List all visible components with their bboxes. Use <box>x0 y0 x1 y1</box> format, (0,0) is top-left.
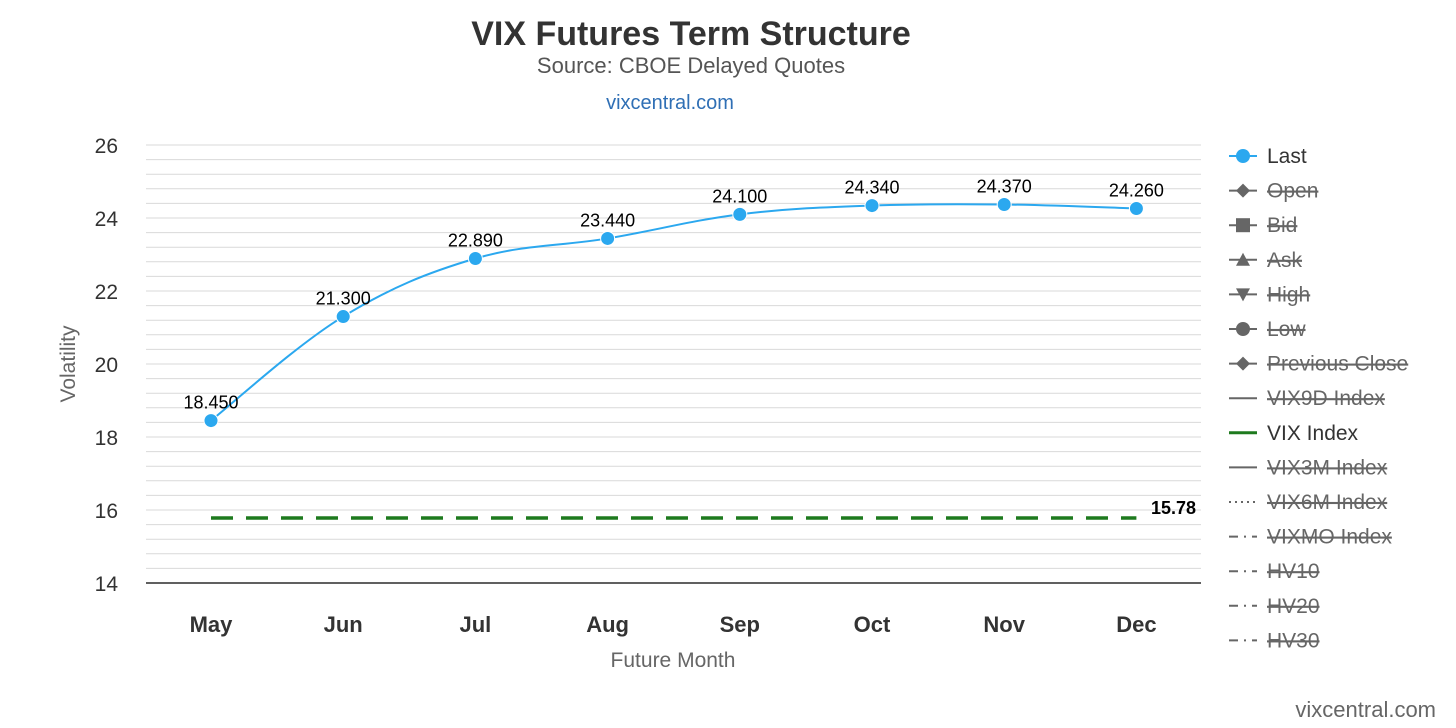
legend-marker-diamond <box>1236 356 1250 371</box>
data-label-nov: 24.370 <box>977 176 1032 196</box>
y-tick-label: 24 <box>95 208 119 231</box>
data-label-jun: 21.300 <box>316 289 371 309</box>
legend-marker-circle <box>1236 322 1250 336</box>
y-tick-label: 16 <box>95 500 118 523</box>
vix-index-label: 15.78 <box>1151 498 1196 518</box>
last-point-dec[interactable] <box>1128 201 1144 217</box>
y-tick-label: 26 <box>95 135 118 158</box>
legend-label: Low <box>1267 318 1306 341</box>
y-axis-label: Volatility <box>57 325 80 403</box>
x-tick-label: Jul <box>460 612 492 637</box>
grid-lines <box>146 144 1201 584</box>
data-label-oct: 24.340 <box>844 178 899 198</box>
legend-marker-square <box>1236 218 1250 233</box>
data-label-sep: 24.100 <box>712 186 767 206</box>
legend-label: HV10 <box>1267 560 1320 583</box>
x-tick-label: Sep <box>720 612 760 637</box>
legend-label: Previous Close <box>1267 353 1408 376</box>
last-point-jun[interactable] <box>335 309 351 325</box>
y-tick-label: 18 <box>95 427 118 450</box>
chart-source-link[interactable]: vixcentral.com <box>606 92 734 114</box>
chart-subtitle: Source: CBOE Delayed Quotes <box>537 53 845 78</box>
legend-label: Bid <box>1267 214 1297 237</box>
legend-marker-diamond <box>1236 183 1250 198</box>
legend-label: VIX9D Index <box>1267 387 1385 410</box>
data-label-may: 18.450 <box>183 393 238 413</box>
last-point-sep[interactable] <box>732 206 748 222</box>
y-axis-ticks: 14 16 18 20 22 24 26 <box>95 135 119 596</box>
last-point-jul[interactable] <box>467 251 483 267</box>
legend-marker-triangle-up <box>1236 252 1250 266</box>
last-point-may[interactable] <box>203 413 219 429</box>
last-point-aug[interactable] <box>600 230 616 246</box>
legend-item-vix6m-index[interactable]: VIX6M Index <box>1229 491 1388 514</box>
legend-marker-circle <box>1236 149 1250 163</box>
legend-item-vix9d-index[interactable]: VIX9D Index <box>1229 387 1385 410</box>
x-tick-label: Oct <box>854 612 891 637</box>
legend-item-vix-index[interactable]: VIX Index <box>1229 422 1359 445</box>
plot-series: 15.78 18.450 21.300 22.890 23.440 24.100 24.34… <box>183 176 1196 520</box>
legend-item-previous-close[interactable]: Previous Close <box>1229 353 1408 376</box>
x-tick-label: Jun <box>324 612 363 637</box>
legend-item-low[interactable]: Low <box>1229 318 1306 341</box>
data-label-aug: 23.440 <box>580 210 635 230</box>
legend-label: HV30 <box>1267 629 1320 652</box>
legend-item-ask[interactable]: Ask <box>1229 249 1303 272</box>
last-point-nov[interactable] <box>996 196 1012 212</box>
legend-item-hv20[interactable]: HV20 <box>1229 595 1320 618</box>
legend-label: VIX6M Index <box>1267 491 1388 514</box>
legend-item-open[interactable]: Open <box>1229 180 1318 203</box>
legend-label: High <box>1267 283 1310 306</box>
legend-item-vix3m-index[interactable]: VIX3M Index <box>1229 456 1388 479</box>
legend-item-bid[interactable]: Bid <box>1229 214 1297 237</box>
legend-label: HV20 <box>1267 595 1320 618</box>
legend-label: Last <box>1267 145 1307 168</box>
legend-item-last[interactable]: Last <box>1229 145 1307 168</box>
last-point-oct[interactable] <box>864 198 880 214</box>
data-label-dec: 24.260 <box>1109 181 1164 201</box>
credit-link[interactable]: vixcentral.com <box>1295 697 1436 722</box>
legend-label: VIXMO Index <box>1267 526 1392 549</box>
last-series-line <box>210 203 1137 422</box>
x-tick-label: Aug <box>586 612 629 637</box>
y-tick-label: 22 <box>95 281 118 304</box>
x-tick-label: Dec <box>1116 612 1156 637</box>
chart-title: VIX Futures Term Structure <box>471 15 911 53</box>
x-axis-ticks: May Jun Jul Aug Sep Oct Nov Dec <box>190 612 1157 637</box>
x-axis-label: Future Month <box>611 649 736 672</box>
legend-label: Ask <box>1267 249 1303 272</box>
legend-marker-triangle-down <box>1236 288 1250 302</box>
legend-item-hv30[interactable]: HV30 <box>1229 629 1320 652</box>
data-label-jul: 22.890 <box>448 231 503 251</box>
legend-label: VIX Index <box>1267 422 1359 445</box>
legend-item-hv10[interactable]: HV10 <box>1229 560 1320 583</box>
legend-item-high[interactable]: High <box>1229 283 1310 306</box>
legend: Last Open Bid Ask High Low Previous Close VIX9D… <box>1229 145 1408 652</box>
x-tick-label: May <box>190 612 234 637</box>
legend-item-vixmo-index[interactable]: VIXMO Index <box>1229 526 1392 549</box>
y-tick-label: 20 <box>95 354 118 377</box>
legend-label: Open <box>1267 180 1318 203</box>
y-tick-label: 14 <box>95 573 119 596</box>
legend-label: VIX3M Index <box>1267 456 1388 479</box>
x-tick-label: Nov <box>983 612 1025 637</box>
